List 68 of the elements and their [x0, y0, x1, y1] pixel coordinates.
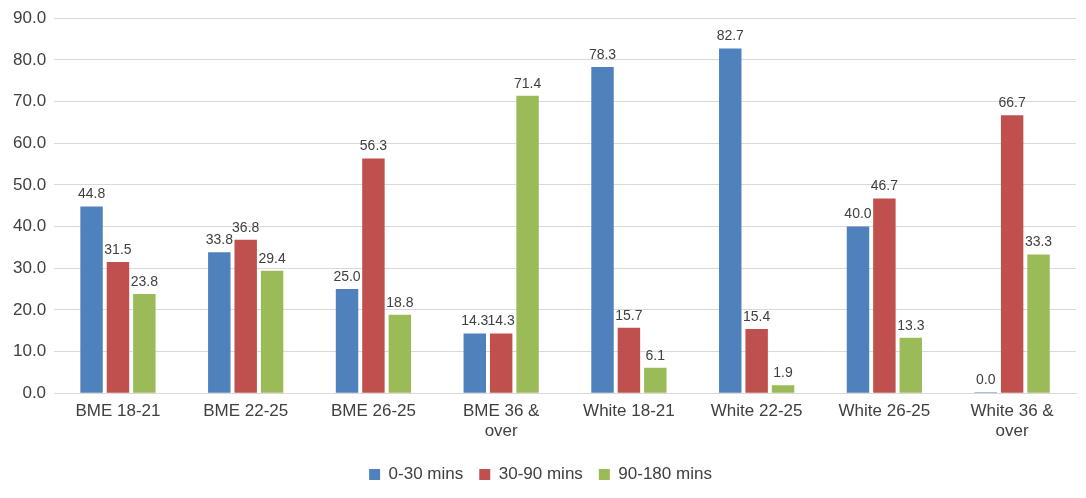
data-label: 31.5 — [104, 240, 132, 257]
bar — [1000, 115, 1024, 393]
x-tick-label: BME 22-25 — [203, 401, 289, 421]
x-tick-label: White 22-25 — [710, 401, 803, 421]
x-tick-label: BME 18-21 — [75, 401, 161, 421]
data-label: 0.0 — [976, 371, 996, 388]
bar — [133, 294, 156, 393]
y-tick-label: 30.0 — [12, 257, 47, 277]
data-label: 36.8 — [232, 218, 260, 235]
y-tick-label: 50.0 — [12, 174, 47, 194]
data-label: 40.0 — [844, 205, 872, 222]
data-label: 56.3 — [359, 137, 388, 154]
data-label: 1.9 — [773, 364, 793, 381]
data-label: 29.4 — [258, 249, 286, 266]
data-label: 46.7 — [870, 177, 899, 194]
x-tick-label: White 18-21 — [583, 401, 675, 421]
data-label: 14.3 — [487, 312, 516, 329]
legend-label: 0-30 mins — [388, 464, 464, 484]
x-tick-label: White 36 & over — [970, 401, 1055, 441]
bar — [873, 198, 896, 393]
bar — [208, 252, 231, 393]
data-label: 44.8 — [77, 185, 106, 202]
x-tick-label: BME 26-25 — [330, 401, 416, 421]
bar — [846, 226, 870, 393]
data-label: 66.7 — [998, 94, 1026, 111]
bar — [80, 206, 103, 393]
data-label: 15.4 — [743, 307, 771, 324]
data-label: 23.8 — [130, 272, 159, 289]
data-label: 18.8 — [386, 293, 414, 310]
data-label: 71.4 — [513, 74, 542, 91]
x-tick-label: White 26-25 — [838, 401, 931, 421]
bar — [516, 95, 539, 393]
bar — [899, 337, 923, 393]
bar — [388, 314, 412, 393]
y-tick-label: 0.0 — [22, 382, 47, 402]
bar — [617, 327, 641, 393]
bar — [1027, 254, 1050, 393]
y-tick-label: 40.0 — [12, 216, 47, 236]
data-label: 25.0 — [333, 267, 361, 284]
bar — [745, 329, 768, 393]
bar — [771, 385, 795, 393]
bar — [106, 261, 130, 393]
data-label: 13.3 — [897, 316, 925, 333]
bar — [335, 289, 359, 393]
legend-label: 30-90 mins — [498, 464, 583, 484]
data-label: 15.7 — [615, 306, 643, 323]
y-tick-label: 20.0 — [12, 299, 47, 319]
data-label: 33.3 — [1024, 233, 1053, 250]
y-tick-label: 70.0 — [12, 91, 47, 111]
bar — [362, 158, 385, 393]
data-label: 82.7 — [716, 27, 745, 44]
x-tick-label: BME 36 & over — [462, 401, 541, 441]
data-label: 6.1 — [645, 346, 666, 363]
y-tick-label: 60.0 — [12, 132, 47, 152]
bar — [591, 66, 614, 393]
bar — [719, 48, 742, 393]
bar — [463, 333, 486, 393]
y-tick-label: 10.0 — [12, 341, 47, 361]
y-tick-label: 80.0 — [12, 49, 47, 69]
data-label: 33.8 — [205, 231, 234, 248]
y-tick-label: 90.0 — [12, 7, 47, 27]
bar — [489, 333, 513, 393]
bar — [234, 239, 257, 393]
bar — [644, 367, 667, 393]
legend-label: 90-180 mins — [618, 464, 712, 484]
data-label: 14.3 — [461, 312, 489, 329]
bar — [260, 270, 284, 393]
data-label: 78.3 — [588, 45, 617, 62]
